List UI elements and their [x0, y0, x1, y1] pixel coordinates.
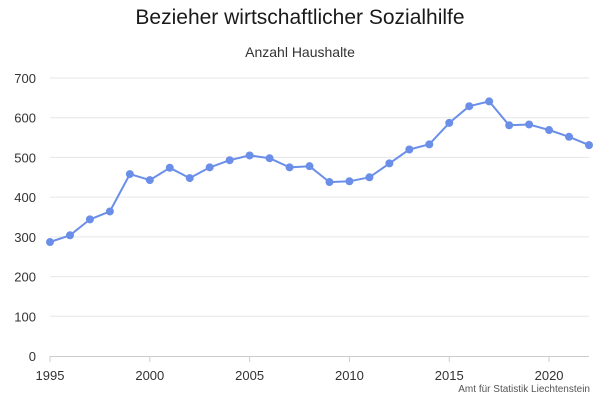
- data-point-2022[interactable]: [585, 141, 593, 150]
- y-tick-500: 500: [14, 150, 36, 165]
- data-point-2000[interactable]: [145, 176, 154, 185]
- chart-subtitle: Anzahl Haushalte: [245, 44, 355, 60]
- data-point-1996[interactable]: [65, 231, 74, 240]
- data-point-2018[interactable]: [505, 121, 514, 130]
- series-group: [46, 97, 593, 247]
- data-point-1995[interactable]: [46, 238, 54, 247]
- source-credit: Amt für Statistik Liechtenstein: [458, 384, 590, 395]
- data-point-2002[interactable]: [185, 174, 194, 183]
- data-point-2014[interactable]: [425, 140, 434, 149]
- data-point-2006[interactable]: [265, 154, 274, 163]
- grid-lines: [50, 77, 589, 317]
- x-tick-2015: 2015: [435, 368, 464, 383]
- data-point-2007[interactable]: [285, 163, 294, 172]
- data-point-1999[interactable]: [125, 170, 134, 179]
- data-point-2003[interactable]: [205, 163, 214, 172]
- data-point-1998[interactable]: [105, 207, 114, 216]
- data-point-2015[interactable]: [445, 118, 454, 127]
- y-tick-0: 0: [29, 349, 36, 364]
- x-tick-2020: 2020: [535, 368, 564, 383]
- data-point-2013[interactable]: [405, 145, 414, 154]
- data-point-2008[interactable]: [305, 162, 314, 171]
- data-point-2005[interactable]: [245, 151, 254, 160]
- data-point-2010[interactable]: [345, 177, 354, 186]
- x-tick-2005: 2005: [235, 368, 264, 383]
- data-point-2016[interactable]: [465, 102, 474, 111]
- data-point-2020[interactable]: [545, 126, 554, 135]
- data-point-2021[interactable]: [565, 132, 574, 141]
- x-tick-1995: 1995: [36, 368, 65, 383]
- data-point-2017[interactable]: [485, 97, 494, 106]
- y-tick-200: 200: [14, 270, 36, 285]
- x-tick-2000: 2000: [135, 368, 164, 383]
- data-point-1997[interactable]: [85, 215, 94, 224]
- axes: [49, 356, 589, 362]
- series-line-0: [49, 100, 590, 243]
- data-point-2012[interactable]: [385, 159, 394, 168]
- x-tick-labels: 1995 2000 2005 2010 2015 2020: [36, 368, 564, 383]
- y-tick-100: 100: [14, 309, 36, 324]
- data-point-2011[interactable]: [365, 173, 374, 182]
- data-point-2009[interactable]: [325, 178, 334, 187]
- y-tick-700: 700: [14, 71, 36, 86]
- data-point-2001[interactable]: [165, 163, 174, 172]
- chart-title: Bezieher wirtschaftlicher Sozialhilfe: [135, 6, 465, 29]
- data-point-2004[interactable]: [225, 156, 234, 165]
- y-tick-labels: 0 100 200 300 400 500 600 700: [14, 71, 36, 364]
- y-tick-300: 300: [14, 230, 36, 245]
- y-tick-600: 600: [14, 111, 36, 126]
- x-tick-2010: 2010: [335, 368, 364, 383]
- y-tick-400: 400: [14, 190, 36, 205]
- data-point-2019[interactable]: [525, 120, 534, 129]
